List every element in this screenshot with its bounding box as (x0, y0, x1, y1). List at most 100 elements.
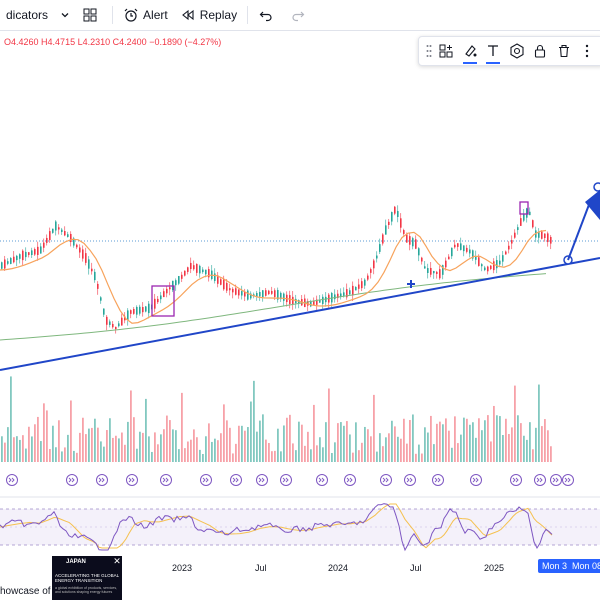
candle (391, 212, 393, 222)
volume-bar (25, 448, 27, 462)
event-marker-icon[interactable] (160, 474, 172, 486)
volume-bar (301, 424, 303, 462)
lock-icon[interactable] (530, 41, 550, 61)
event-marker-icon[interactable] (380, 474, 392, 486)
candle (181, 274, 183, 279)
event-marker-icon[interactable] (432, 474, 444, 486)
candle (484, 267, 486, 271)
candle (427, 268, 429, 274)
event-marker-icon[interactable] (404, 474, 416, 486)
candle (268, 290, 270, 295)
indicators-button[interactable]: dicators (0, 0, 54, 30)
volume-bar (118, 438, 120, 462)
event-marker-icon[interactable] (6, 474, 18, 486)
rsi-line (0, 503, 553, 552)
more-options-icon[interactable] (577, 41, 597, 61)
volume-bar (310, 449, 312, 462)
volume-bar (466, 418, 468, 462)
line-color-icon[interactable] (460, 41, 480, 64)
volume-bar (112, 437, 114, 462)
delete-icon[interactable] (554, 41, 574, 61)
event-marker-icon[interactable] (562, 474, 574, 486)
volume-bar (433, 444, 435, 462)
volume-bar (259, 420, 261, 462)
volume-bar (175, 430, 177, 462)
event-marker-icon[interactable] (344, 474, 356, 486)
trend-line[interactable] (0, 257, 600, 371)
volume-bar (220, 433, 222, 462)
event-marker-icon[interactable] (550, 474, 562, 486)
event-marker-icon[interactable] (470, 474, 482, 486)
add-template-icon[interactable] (436, 41, 456, 61)
candle (358, 284, 360, 289)
volume-bar (493, 405, 495, 462)
volume-bar (520, 423, 522, 462)
volume-bar (478, 418, 480, 462)
event-marker-glyph (68, 477, 75, 483)
redo-button[interactable] (284, 0, 316, 30)
volume-bar (37, 416, 39, 462)
drag-handle-icon[interactable] (425, 41, 433, 61)
event-marker-icon[interactable] (126, 474, 138, 486)
volume-bar (403, 418, 405, 462)
volume-bar (121, 432, 123, 462)
settings-icon[interactable] (507, 41, 527, 61)
candle (283, 293, 285, 301)
candle (109, 321, 111, 325)
volume-bar (217, 440, 219, 462)
alert-button[interactable]: Alert (117, 0, 174, 30)
candle (493, 261, 495, 271)
event-marker-icon[interactable] (66, 474, 78, 486)
event-marker-icon[interactable] (96, 474, 108, 486)
event-marker-glyph (346, 477, 353, 483)
close-icon[interactable]: ✕ (113, 556, 121, 566)
event-marker-icon[interactable] (200, 474, 212, 486)
price-chart[interactable] (0, 30, 600, 560)
event-marker-icon[interactable] (280, 474, 292, 486)
candle (250, 293, 252, 299)
replay-label: Replay (199, 8, 238, 22)
volume-bar (1, 436, 3, 462)
event-marker-icon[interactable] (534, 474, 546, 486)
arrow-anchor[interactable] (593, 182, 600, 192)
text-icon[interactable] (483, 41, 503, 64)
highlight-rectangle[interactable] (519, 201, 529, 215)
event-marker-icon[interactable] (256, 474, 268, 486)
candle (481, 264, 483, 267)
candle (157, 298, 159, 303)
promo-text: howcase of (0, 586, 51, 597)
arrow-head[interactable] (585, 190, 600, 220)
volume-bar (187, 441, 189, 462)
moving-average-long (0, 273, 547, 341)
replay-button[interactable]: Replay (174, 0, 243, 30)
time-axis-label: 2023 (172, 563, 193, 573)
volume-bar (472, 422, 474, 462)
candle (130, 310, 132, 314)
volume-bar (103, 446, 105, 462)
event-marker-icon[interactable] (316, 474, 328, 486)
highlight-rectangle[interactable] (151, 285, 175, 317)
volume-bar (283, 425, 285, 462)
promo-subline: a global exhibition of products, service… (55, 586, 118, 594)
undo-button[interactable] (252, 0, 284, 30)
chevron-down-icon[interactable] (54, 0, 76, 30)
arrow-shaft[interactable] (567, 201, 591, 261)
candle (223, 279, 225, 290)
candle (547, 233, 549, 243)
event-marker-glyph (536, 477, 543, 483)
candle (529, 211, 531, 216)
layout-grid-button[interactable] (76, 0, 108, 30)
candle (19, 254, 21, 259)
event-marker-icon[interactable] (230, 474, 242, 486)
volume-bar (412, 414, 414, 462)
event-marker-icon[interactable] (510, 474, 522, 486)
volume-bar (529, 422, 531, 462)
volume-bar (262, 414, 264, 462)
open-value: O4.4260 (4, 37, 39, 47)
volume-bar (370, 436, 372, 462)
promo-banner[interactable]: JAPAN ACCELERATING THE GLOBAL ENERGY TRA… (52, 556, 122, 600)
volume-bar (130, 390, 132, 462)
candle (28, 252, 30, 255)
candle (271, 290, 273, 294)
volume-bar (469, 424, 471, 462)
